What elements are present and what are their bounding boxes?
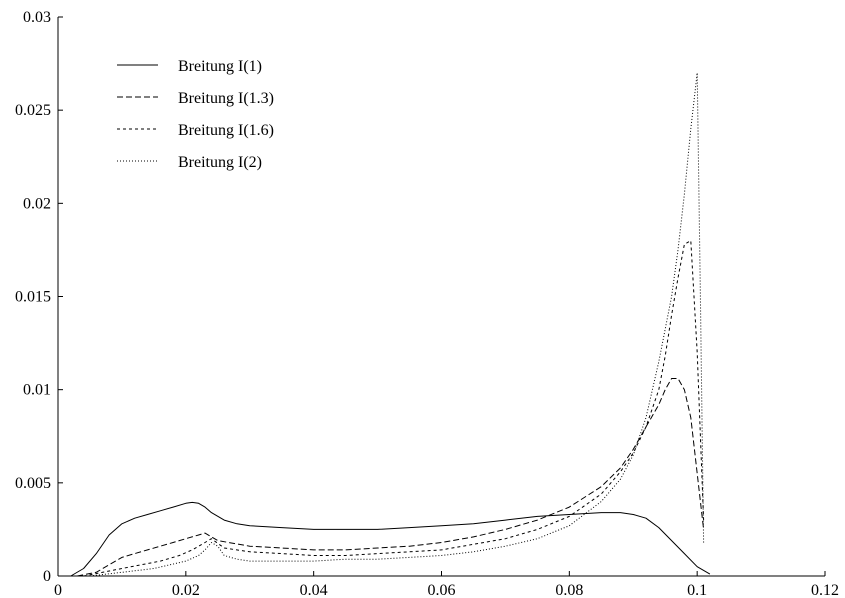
series-line-1 <box>70 501 711 577</box>
y-tick-label: 0.02 <box>23 195 51 212</box>
x-tick-label: 0.1 <box>687 582 707 598</box>
x-tick-label: 0.02 <box>172 582 200 598</box>
x-tick-label: 0.04 <box>300 582 328 598</box>
series-line-2 <box>77 378 705 577</box>
y-tick-label: 0.01 <box>23 382 51 399</box>
ticks: 0 0.02 0.04 0.06 0.08 0.1 0.12 0 0.005 0.01 0.015 0… <box>15 9 839 598</box>
x-tick-label: 0.12 <box>811 582 839 598</box>
x-tick-label: 0 <box>54 582 62 598</box>
legend-label-2: Breitung I(1.3) <box>178 90 274 107</box>
legend: Breitung I(1) Breitung I(1.3) Breitung I(1… <box>117 58 274 171</box>
y-tick-label: 0.025 <box>15 102 51 119</box>
legend-label-3: Breitung I(1.6) <box>178 122 274 139</box>
legend-label-4: Breitung I(2) <box>178 154 262 171</box>
x-tick-label: 0.08 <box>555 582 583 598</box>
y-tick-label: 0 <box>43 568 51 585</box>
series-lines <box>70 72 711 577</box>
y-tick-label: 0.015 <box>15 289 51 306</box>
legend-label-1: Breitung I(1) <box>178 58 262 75</box>
y-tick-label: 0.005 <box>15 475 51 492</box>
series-line-3 <box>83 240 705 577</box>
series-line-4 <box>89 72 705 577</box>
x-tick-label: 0.06 <box>428 582 456 598</box>
axes <box>57 17 825 577</box>
y-tick-label: 0.03 <box>23 9 51 26</box>
